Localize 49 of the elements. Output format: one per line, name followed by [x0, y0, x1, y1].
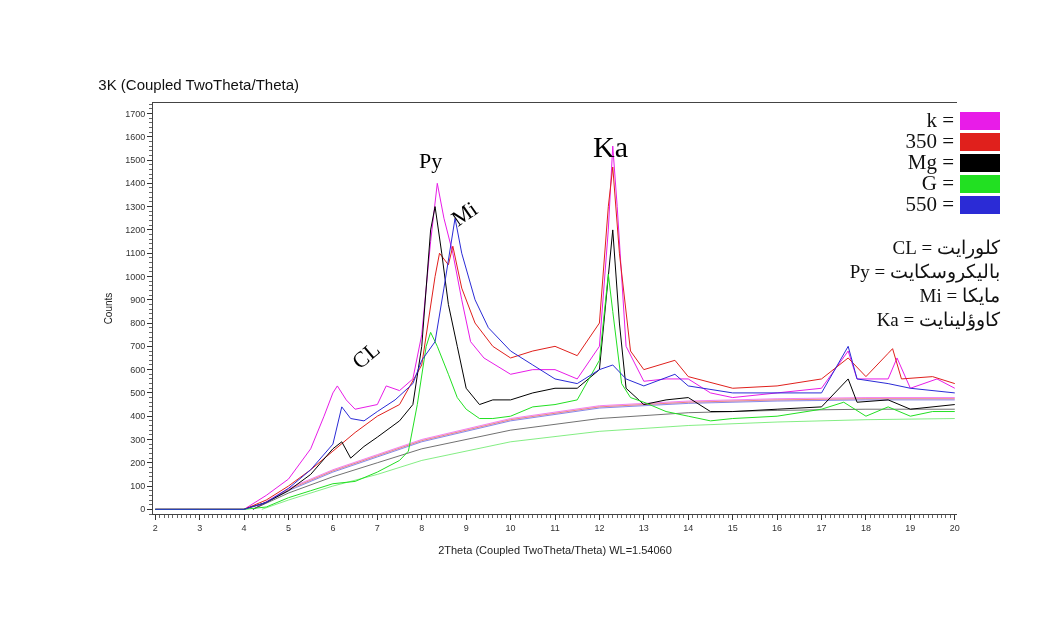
x-tick-label: 16 — [772, 522, 783, 533]
annotation: بالیکروسکایت = Py — [849, 260, 1000, 284]
y-tick-label: 1700 — [125, 108, 146, 119]
y-tick-label: 500 — [130, 388, 146, 399]
annotation: Ka — [593, 130, 628, 163]
x-tick-label: 19 — [905, 522, 916, 533]
y-tick-label: 1500 — [125, 155, 146, 166]
y-tick-label: 1600 — [125, 131, 146, 142]
annotation: مایکا = Mi — [918, 284, 1000, 308]
x-tick-label: 9 — [463, 522, 469, 533]
y-tick-label: 1000 — [125, 271, 146, 282]
y-tick-label: 700 — [130, 341, 146, 352]
y-tick-label: 1400 — [125, 178, 146, 189]
x-tick-label: 2 — [152, 522, 158, 533]
x-tick-label: 20 — [949, 522, 960, 533]
x-tick-label: 10 — [505, 522, 516, 533]
y-tick-label: 600 — [130, 364, 146, 375]
legend-label: 550 = — [905, 192, 954, 217]
y-axis-title: Counts — [103, 292, 115, 325]
x-tick-label: 15 — [727, 522, 738, 533]
x-tick-label: 17 — [816, 522, 827, 533]
x-tick-label: 14 — [683, 522, 694, 533]
x-tick-label: 6 — [330, 522, 336, 533]
x-tick-label: 13 — [638, 522, 649, 533]
x-tick-label: 18 — [860, 522, 871, 533]
x-tick-label: 7 — [374, 522, 380, 533]
y-tick-label: 400 — [130, 411, 146, 422]
x-tick-label: 11 — [550, 522, 560, 533]
y-tick-label: 300 — [130, 434, 146, 445]
y-tick-label: 1300 — [125, 201, 146, 212]
x-tick-label: 12 — [594, 522, 605, 533]
annotation: کلورایت = CL — [891, 236, 1000, 260]
annotation: CL — [346, 336, 385, 374]
annotation: Mi — [446, 195, 482, 232]
chart-title: 3K (Coupled TwoTheta/Theta) — [98, 75, 299, 93]
y-tick-label: 800 — [130, 318, 146, 329]
annotation: Py — [419, 148, 443, 173]
x-tick-label: 3 — [197, 522, 203, 533]
y-tick-label: 200 — [130, 457, 146, 468]
x-axis-title: 2Theta (Coupled TwoTheta/Theta) WL=1.54060 — [438, 544, 672, 556]
y-tick-label: 0 — [140, 504, 146, 515]
y-tick-label: 1200 — [125, 225, 146, 236]
x-tick-label: 4 — [241, 522, 247, 533]
y-tick-label: 100 — [130, 481, 146, 492]
x-tick-label: 8 — [419, 522, 425, 533]
x-tick-label: 5 — [285, 522, 291, 533]
y-tick-label: 900 — [130, 294, 146, 305]
annotation: کاوؤلینایت = Ka — [875, 308, 1000, 332]
y-tick-label: 1100 — [125, 248, 146, 259]
